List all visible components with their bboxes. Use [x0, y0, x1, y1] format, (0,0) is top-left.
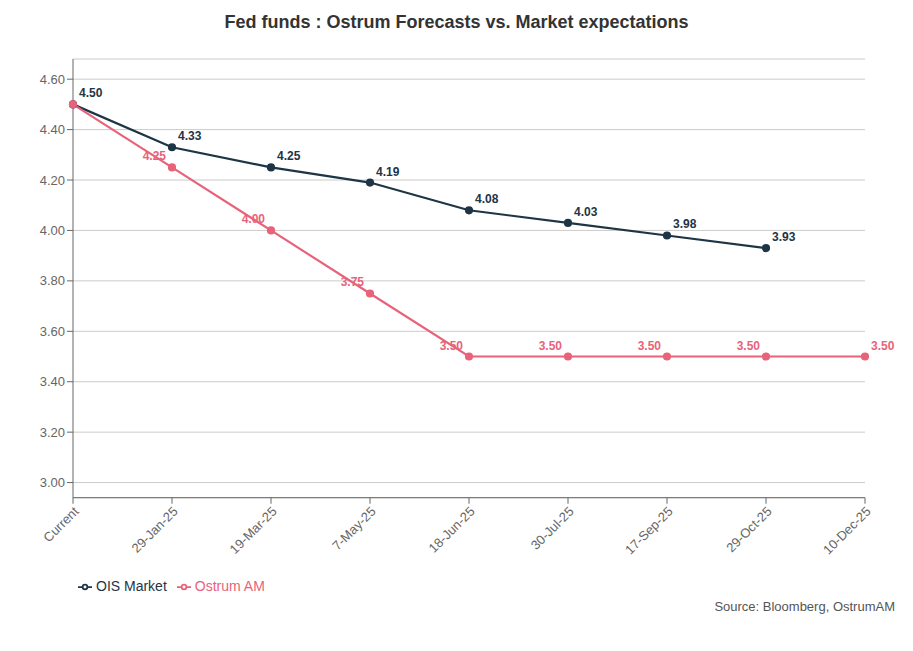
svg-text:4.60: 4.60	[40, 72, 65, 87]
svg-text:4.08: 4.08	[475, 192, 499, 206]
html-text:Source: Bloomberg, OstrumAM: Source: Bloomberg, OstrumAM	[714, 599, 895, 614]
svg-text:4.20: 4.20	[40, 173, 65, 188]
html-text:OIS Market: OIS Market	[96, 577, 167, 594]
svg-text:3.40: 3.40	[40, 374, 65, 389]
svg-text:4.25: 4.25	[143, 149, 167, 163]
svg-text:29-Jan-25: 29-Jan-25	[129, 504, 181, 556]
svg-text:3.50: 3.50	[539, 339, 563, 353]
svg-text:4.33: 4.33	[178, 129, 202, 143]
svg-text:3.75: 3.75	[341, 275, 365, 289]
svg-text:4.19: 4.19	[376, 165, 400, 179]
svg-text:3.50: 3.50	[638, 339, 662, 353]
html-text:Ostrum AM: Ostrum AM	[194, 577, 265, 594]
svg-text:3.00: 3.00	[40, 475, 65, 490]
svg-text:4.50: 4.50	[79, 86, 103, 100]
svg-text:19-Mar-25: 19-Mar-25	[227, 504, 280, 557]
svg-text:4.25: 4.25	[277, 149, 301, 163]
svg-text:3.80: 3.80	[40, 273, 65, 288]
svg-text:3.93: 3.93	[772, 230, 796, 244]
svg-text:3.20: 3.20	[40, 425, 65, 440]
svg-text:4.00: 4.00	[242, 212, 266, 226]
svg-text:7-May-25: 7-May-25	[329, 504, 378, 553]
svg-text:3.60: 3.60	[40, 324, 65, 339]
svg-text:18-Jun-25: 18-Jun-25	[426, 504, 478, 556]
svg-text:4.00: 4.00	[40, 223, 65, 238]
html-text:Fed funds : Ostrum Forecasts v: Fed funds : Ostrum Forecasts vs. Market …	[224, 12, 689, 32]
svg-text:10-Dec-25: 10-Dec-25	[820, 504, 874, 558]
svg-text:3.50: 3.50	[737, 339, 761, 353]
svg-text:3.98: 3.98	[673, 217, 697, 231]
svg-text:3.50: 3.50	[871, 339, 895, 353]
svg-text:4.03: 4.03	[574, 205, 598, 219]
svg-text:4.40: 4.40	[40, 122, 65, 137]
svg-text:30-Jul-25: 30-Jul-25	[528, 504, 577, 553]
svg-text:Current: Current	[40, 503, 82, 545]
svg-text:3.50: 3.50	[440, 339, 464, 353]
svg-text:29-Oct-25: 29-Oct-25	[723, 504, 774, 555]
svg-text:17-Sep-25: 17-Sep-25	[622, 504, 676, 558]
